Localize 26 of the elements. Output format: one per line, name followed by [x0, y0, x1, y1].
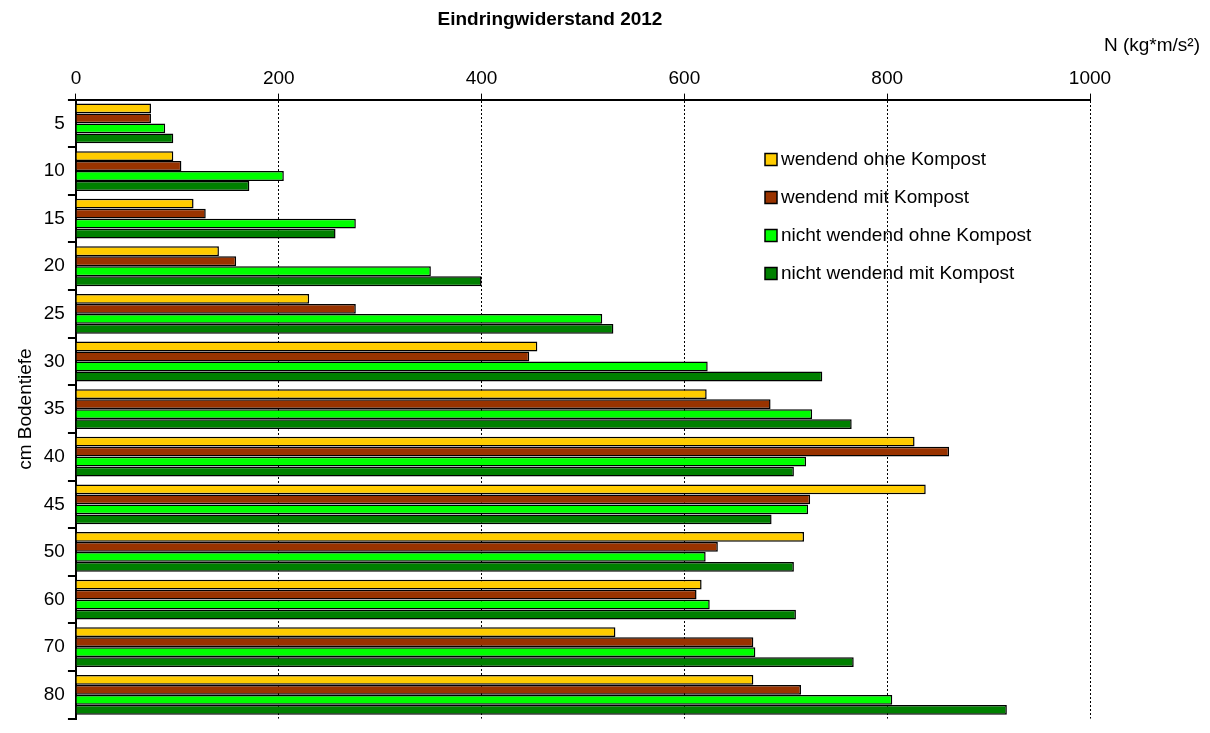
legend-label: wendend ohne Kompost	[780, 147, 987, 169]
y-tick-label: 35	[43, 397, 65, 419]
x-tick-label: 800	[871, 67, 904, 89]
y-axis-title: cm Bodentiefe	[13, 348, 35, 470]
legend-label: nicht wendend ohne Kompost	[781, 223, 1033, 245]
y-tick-label: 60	[43, 587, 65, 609]
x-tick-label: 0	[70, 67, 82, 89]
y-tick-label: 50	[43, 540, 65, 562]
x-tick-label: 200	[262, 67, 295, 89]
x-tick-label: 600	[668, 67, 701, 89]
y-tick-label: 80	[43, 683, 65, 705]
y-tick-label: 25	[43, 302, 65, 324]
y-tick-label: 5	[54, 111, 65, 133]
x-axis-title: N (kg*m/s²)	[1103, 34, 1200, 56]
y-tick-label: 10	[43, 159, 65, 181]
y-tick-label: 45	[43, 492, 65, 514]
y-tick-label: 30	[43, 349, 65, 371]
y-tick-label: 70	[43, 635, 65, 657]
y-tick-label: 20	[43, 254, 65, 276]
y-tick-label: 40	[43, 444, 65, 466]
legend-label: nicht wendend mit Kompost	[781, 261, 1016, 283]
y-tick-label: 15	[43, 206, 65, 228]
legend-label: wendend mit Kompost	[780, 185, 970, 207]
chart-title: Eindringwiderstand 2012	[437, 7, 663, 29]
x-tick-label: 1000	[1068, 67, 1112, 89]
x-tick-label: 400	[465, 67, 498, 89]
